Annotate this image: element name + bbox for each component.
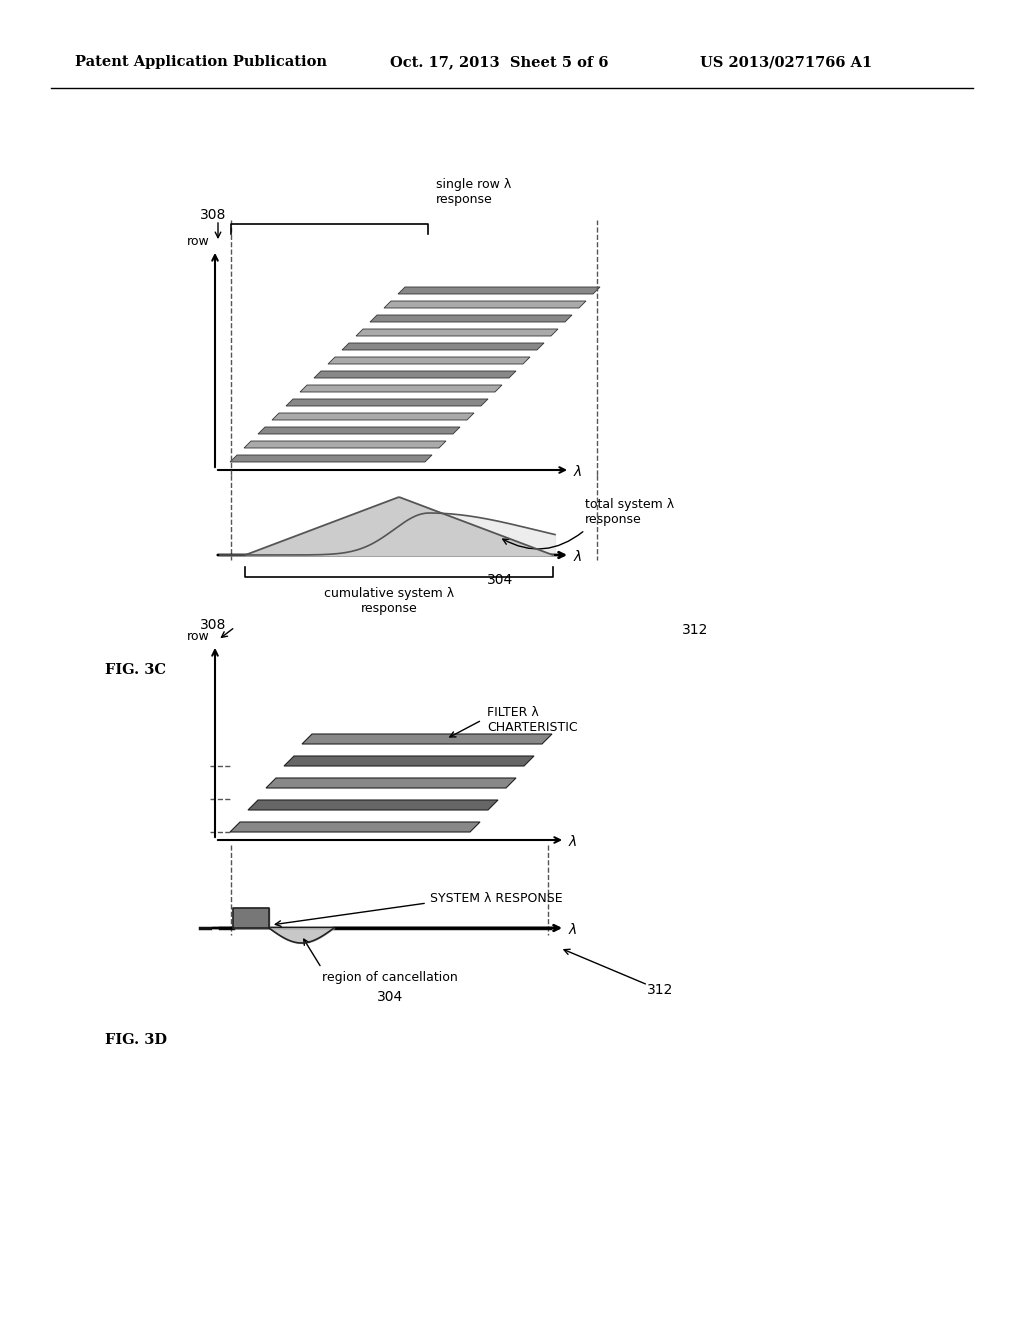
Polygon shape xyxy=(244,441,446,447)
Text: Oct. 17, 2013  Sheet 5 of 6: Oct. 17, 2013 Sheet 5 of 6 xyxy=(390,55,608,69)
Polygon shape xyxy=(230,455,432,462)
Text: row: row xyxy=(187,235,210,248)
Polygon shape xyxy=(356,329,558,337)
Text: FIG. 3D: FIG. 3D xyxy=(105,1034,167,1047)
Polygon shape xyxy=(230,822,480,832)
Text: US 2013/0271766 A1: US 2013/0271766 A1 xyxy=(700,55,872,69)
Text: 308: 308 xyxy=(200,209,226,222)
Polygon shape xyxy=(302,734,552,744)
Polygon shape xyxy=(398,286,600,294)
Polygon shape xyxy=(258,426,460,434)
Text: 312: 312 xyxy=(647,983,673,997)
Text: 312: 312 xyxy=(682,623,709,638)
Polygon shape xyxy=(314,371,516,378)
Text: FIG. 3C: FIG. 3C xyxy=(105,663,166,677)
Text: SYSTEM λ RESPONSE: SYSTEM λ RESPONSE xyxy=(430,891,562,904)
Polygon shape xyxy=(342,343,544,350)
Polygon shape xyxy=(300,385,502,392)
Text: single row λ
response: single row λ response xyxy=(436,178,511,206)
Text: 304: 304 xyxy=(377,990,403,1005)
Text: row: row xyxy=(187,630,210,643)
Text: region of cancellation: region of cancellation xyxy=(322,972,458,985)
Polygon shape xyxy=(286,399,488,407)
Text: FILTER λ
CHARTERISTIC: FILTER λ CHARTERISTIC xyxy=(487,706,578,734)
Text: λ: λ xyxy=(569,923,578,937)
Text: λ: λ xyxy=(574,550,583,564)
Text: λ: λ xyxy=(569,836,578,849)
Text: 304: 304 xyxy=(486,573,513,587)
Polygon shape xyxy=(233,908,269,928)
Text: Patent Application Publication: Patent Application Publication xyxy=(75,55,327,69)
Polygon shape xyxy=(266,777,516,788)
Text: total system λ
response: total system λ response xyxy=(585,498,674,525)
Text: cumulative system λ
response: cumulative system λ response xyxy=(324,587,454,615)
Polygon shape xyxy=(272,413,474,420)
Polygon shape xyxy=(384,301,586,308)
Polygon shape xyxy=(284,756,534,766)
Polygon shape xyxy=(328,356,530,364)
Text: λ: λ xyxy=(574,465,583,479)
Polygon shape xyxy=(370,315,572,322)
Text: 308: 308 xyxy=(200,618,226,632)
Polygon shape xyxy=(248,800,498,810)
